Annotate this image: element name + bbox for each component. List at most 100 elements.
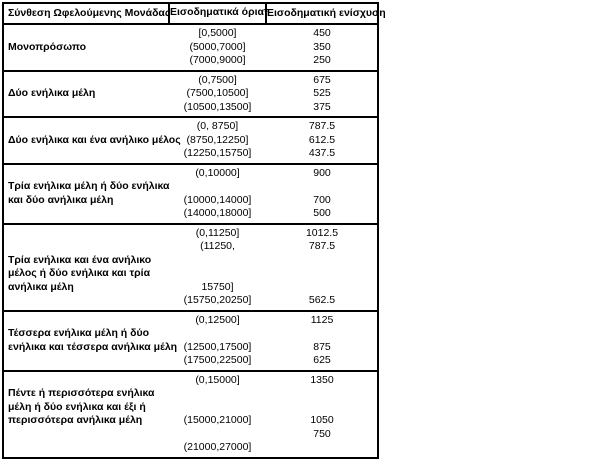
table-line: (7000,9000] 250	[4, 54, 377, 68]
table-line: μέλη ή δύο ενήλικα και έξι ή	[4, 401, 377, 415]
household-composition-label: Δύο ενήλικα μέλη	[8, 87, 96, 99]
income-limit-value: (5000,7000]	[189, 40, 246, 53]
income-limit-value	[168, 327, 267, 341]
income-support-value	[267, 387, 377, 401]
income-limit-value: (0,10000]	[195, 166, 240, 179]
income-limit-value: (0, 8750]	[196, 120, 239, 132]
income-support-value	[267, 281, 377, 295]
income-support-value: 612.5	[308, 133, 336, 146]
table-line: 750	[4, 428, 377, 442]
table-line: (0,10000] 900	[4, 167, 377, 181]
income-limit-value: (10000,14000]	[183, 193, 252, 206]
household-composition-label: και δύο ανήλικα μέλη	[8, 193, 114, 206]
table-line: (10500,13500] 375	[4, 101, 377, 115]
income-support-value: 562.5	[308, 294, 336, 306]
table-line: μέλος ή δύο ενήλικα και τρία	[4, 267, 377, 281]
household-composition-label: Τέσσερα ενήλικα μέλη ή δύο	[8, 327, 150, 339]
income-limit-value	[168, 180, 267, 194]
income-limit-value: (15750,20250]	[183, 294, 252, 306]
income-support-value: 500	[313, 207, 331, 219]
table-line: Μονοπρόσωπο (5000,7000] 350	[4, 41, 377, 55]
income-support-value: 1012.5	[305, 226, 339, 239]
income-support-value: 375	[313, 100, 331, 113]
household-composition-label: Πέντε ή περισσότερα ενήλικα	[8, 387, 155, 399]
household-composition-label	[4, 240, 168, 254]
income-limit-value: (15000,21000]	[183, 414, 252, 426]
income-support-value: 1125	[310, 313, 334, 326]
household-composition-label	[4, 207, 168, 221]
income-limit-value	[168, 428, 267, 442]
income-support-value	[267, 267, 377, 281]
income-support-value	[267, 327, 377, 341]
income-limit-value: (12500,17500]	[183, 340, 252, 353]
income-limit-value: [0,5000]	[198, 27, 237, 39]
table-line: Τρία ενήλικα μέλη ή δύο ενήλικα	[4, 180, 377, 194]
household-composition-label	[4, 101, 168, 115]
table-line: (15750,20250] 562.5	[4, 294, 377, 308]
table-group: [0,5000] 450 Μονοπρόσωπο (5000,7000] 350 (700…	[4, 23, 377, 70]
household-composition-label	[4, 27, 168, 41]
household-composition-label: ενήλικα και τέσσερα ανήλικα μέλη	[8, 340, 178, 353]
income-support-value: 350	[313, 40, 331, 53]
column-header-household-composition: Σύνθεση Ωφελούμενης Μονάδας	[8, 7, 171, 19]
income-limit-value: (7500,10500]	[186, 87, 249, 99]
income-support-value: 787.5	[308, 120, 336, 132]
income-limit-value	[168, 267, 267, 281]
table-group: (0,11250] 1012.5 (11250, 787.5 Τρία ενήλικα …	[4, 222, 377, 310]
household-composition-label	[4, 167, 168, 181]
table-line: (14000,18000] 500	[4, 207, 377, 221]
income-limit-value: (10500,13500]	[183, 100, 252, 113]
table-line: (11250, 787.5	[4, 240, 377, 254]
household-composition-label: Μονοπρόσωπο	[8, 40, 86, 53]
household-composition-label	[4, 354, 168, 368]
household-composition-label: μέλος ή δύο ενήλικα και τρία	[8, 267, 151, 279]
income-support-value: 1350	[310, 373, 334, 386]
table-line: Τέσσερα ενήλικα μέλη ή δύο	[4, 327, 377, 341]
table-header-row: Σύνθεση Ωφελούμενης Μονάδας Εισοδηματικά…	[4, 4, 386, 23]
household-composition-label: μέλη ή δύο ενήλικα και έξι ή	[8, 400, 146, 413]
income-limit-value: (11250,	[200, 240, 235, 252]
income-support-value: 700	[313, 193, 331, 206]
household-composition-label	[4, 314, 168, 328]
income-limit-value: (8750,12250]	[186, 133, 249, 146]
table-group: (0,15000] 1350 Πέντε ή περισσότερα ενήλικα…	[4, 369, 377, 457]
income-support-value: 437.5	[308, 147, 336, 159]
income-support-value: 750	[313, 427, 331, 440]
household-composition-label	[4, 294, 168, 308]
household-composition-label	[4, 120, 168, 134]
table-line: Δύο ενήλικα και ένα ανήλικο μέλος (8750,1…	[4, 134, 377, 148]
income-limit-value: (12250,15750]	[183, 147, 252, 159]
income-limit-value	[168, 401, 267, 415]
income-limit-value	[168, 254, 267, 268]
table-line: (0, 8750] 787.5	[4, 120, 377, 134]
income-limit-value: (0,12500]	[195, 313, 240, 326]
income-support-value: 525	[313, 87, 331, 99]
household-composition-label	[4, 374, 168, 388]
table-line: και δύο ανήλικα μέλη (10000,14000] 700	[4, 194, 377, 208]
household-composition-label: ανήλικα μέλη	[8, 280, 74, 293]
household-composition-label	[4, 441, 168, 455]
table-line: Δύο ενήλικα μέλη (7500,10500] 525	[4, 87, 377, 101]
income-support-table: Σύνθεση Ωφελούμενης Μονάδας Εισοδηματικά…	[2, 2, 386, 459]
income-support-value: 250	[313, 54, 331, 66]
household-composition-label	[4, 147, 168, 161]
income-support-value	[267, 180, 377, 194]
income-support-value: 625	[313, 354, 331, 366]
household-composition-label: Τρία ενήλικα μέλη ή δύο ενήλικα	[8, 180, 170, 192]
income-support-value: 900	[313, 166, 331, 179]
household-composition-label: Δύο ενήλικα και ένα ανήλικο μέλος	[8, 133, 181, 146]
table-line: ανήλικα μέλη 15750]	[4, 281, 377, 295]
table-line: Πέντε ή περισσότερα ενήλικα	[4, 387, 377, 401]
income-limit-value: 15750]	[201, 280, 234, 293]
income-support-value	[267, 441, 377, 455]
table-line: (17500,22500] 625	[4, 354, 377, 368]
household-composition-label: περισσότερα ανήλικα μέλη	[8, 414, 143, 426]
income-support-value: 787.5	[308, 240, 336, 252]
household-composition-label: Τρία ενήλικα και ένα ανήλικο	[8, 253, 152, 266]
income-support-value	[267, 401, 377, 415]
table-line: (12250,15750] 437.5	[4, 147, 377, 161]
table-line: (0,11250] 1012.5	[4, 227, 377, 241]
table-group: (0,12500] 1125 Τέσσερα ενήλικα μέλη ή δύο ε…	[4, 309, 377, 370]
column-header-income-support: Εισοδηματική ενίσχυση	[267, 7, 386, 19]
